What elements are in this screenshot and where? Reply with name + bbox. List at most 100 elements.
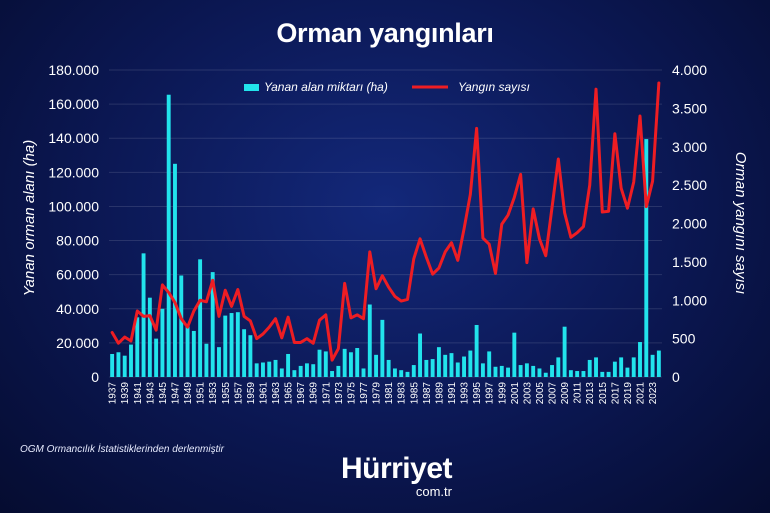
- y-left-tick-label: 20.000: [56, 335, 99, 351]
- bar-1972: [330, 371, 335, 377]
- bar-1965: [286, 353, 291, 377]
- x-tick-label: 1995: [472, 382, 483, 405]
- bar-2021: [638, 342, 642, 377]
- y-left-tick-label: 60.000: [56, 267, 99, 283]
- x-tick-label: 1981: [384, 382, 395, 405]
- y-right-ticks: 0 500 1.000 1.500 2.000 2.500 3.000 3.500 4.000: [672, 62, 707, 385]
- y-left-ticks: 0 20.000 40.000 60.000 80.000 100.000 120.000 1…: [48, 62, 99, 385]
- bar-1941: [135, 317, 140, 377]
- y-left-axis-title: Yanan orman alanı (ha): [21, 140, 38, 296]
- bar-1990: [443, 354, 448, 377]
- x-tick-label: 1957: [233, 382, 244, 405]
- bar-1968: [305, 363, 309, 377]
- x-tick-label: 2009: [560, 382, 571, 405]
- bar-1981: [386, 359, 391, 377]
- y-right-tick-label: 3.500: [672, 100, 707, 116]
- bar-1961: [261, 362, 265, 377]
- x-tick-label: 1969: [309, 382, 320, 405]
- bar-1982: [392, 368, 397, 377]
- legend-line-label: Yangın sayısı: [458, 80, 530, 94]
- bar-1954: [217, 347, 221, 377]
- x-tick-label: 1975: [346, 382, 357, 405]
- x-tick-label: 1953: [208, 382, 219, 405]
- legend-bar-swatch: [244, 84, 259, 91]
- bar-1945: [160, 308, 165, 377]
- bar-1949: [185, 325, 190, 377]
- y-left-tick-label: 160.000: [48, 96, 99, 112]
- bar-1944: [154, 338, 159, 378]
- x-tick-label: 1939: [120, 382, 131, 405]
- bar-1993: [462, 356, 466, 377]
- bar-1991: [449, 353, 454, 377]
- bar-1988: [430, 359, 435, 377]
- brand-name: Hürriyet: [340, 452, 453, 485]
- x-tick-label: 2021: [636, 382, 647, 405]
- y-right-tick-label: 2.000: [672, 216, 707, 232]
- x-tick-label: 1963: [271, 382, 282, 405]
- bar-1994: [468, 350, 473, 377]
- x-tick-label: 1997: [485, 382, 496, 405]
- x-tick-label: 2019: [623, 382, 634, 405]
- bar-2020: [631, 357, 636, 377]
- x-tick-label: 1937: [108, 382, 119, 405]
- bar-1969: [311, 364, 316, 377]
- bar-2024: [656, 350, 661, 377]
- legend-bar-label: Yanan alan miktarı (ha): [264, 80, 388, 94]
- bar-1943: [147, 297, 152, 377]
- bar-1938: [116, 352, 121, 377]
- x-tick-label: 1977: [359, 382, 370, 405]
- bar-2006: [543, 372, 548, 377]
- bar-1951: [198, 259, 203, 377]
- x-tick-label: 2011: [573, 382, 584, 404]
- bar-1973: [336, 365, 341, 377]
- bar-1956: [229, 313, 234, 377]
- x-tick-label: 1983: [397, 382, 408, 405]
- y-right-axis-title: Orman yangını sayısı: [732, 152, 749, 295]
- bar-1948: [179, 275, 184, 377]
- x-tick-label: 1961: [258, 382, 269, 405]
- x-tick-label: 1965: [284, 382, 295, 405]
- x-tick-label: 1985: [409, 382, 420, 405]
- bar-1980: [380, 319, 385, 377]
- bar-2018: [619, 357, 624, 377]
- x-tick-label: 1973: [334, 382, 345, 405]
- x-tick-label: 2017: [610, 382, 621, 405]
- x-tick-label: 2005: [535, 382, 546, 405]
- brand-domain: com.tr: [415, 484, 452, 499]
- brand-logo: Hürriyet com.tr: [318, 452, 453, 499]
- bar-1974: [342, 348, 347, 377]
- bar-1997: [487, 351, 492, 377]
- x-tick-label: 1987: [422, 382, 433, 405]
- bar-1986: [418, 333, 423, 377]
- x-tick-label: 1943: [145, 382, 156, 405]
- y-right-tick-label: 500: [672, 331, 696, 347]
- bar-1967: [298, 365, 303, 377]
- x-tick-label: 2001: [510, 382, 521, 405]
- x-tick-label: 1947: [170, 382, 181, 405]
- legend: Yanan alan miktarı (ha) Yangın sayısı: [244, 80, 530, 94]
- bar-1983: [399, 370, 404, 377]
- bar-1998: [493, 366, 498, 377]
- x-tick-label: 2023: [648, 382, 659, 405]
- line-series: [110, 81, 661, 362]
- bar-1976: [355, 348, 360, 377]
- y-right-tick-label: 1.500: [672, 254, 707, 270]
- y-left-tick-label: 0: [91, 369, 99, 385]
- x-tick-label: 2007: [548, 382, 559, 405]
- bar-2012: [581, 371, 586, 377]
- x-tick-label: 1979: [372, 382, 383, 405]
- y-left-tick-label: 100.000: [48, 198, 99, 214]
- y-left-tick-label: 40.000: [56, 301, 99, 317]
- bar-1939: [122, 355, 127, 377]
- x-tick-label: 2003: [522, 382, 533, 405]
- x-tick-label: 1999: [497, 382, 508, 405]
- x-tick-label: 1951: [196, 382, 207, 405]
- bar-1947: [173, 163, 177, 377]
- y-left-tick-label: 120.000: [48, 164, 99, 180]
- y-right-tick-label: 3.000: [672, 139, 707, 155]
- bar-2010: [568, 370, 573, 377]
- y-right-tick-label: 1.000: [672, 292, 707, 308]
- bar-2011: [575, 371, 580, 377]
- y-right-tick-label: 2.500: [672, 177, 707, 193]
